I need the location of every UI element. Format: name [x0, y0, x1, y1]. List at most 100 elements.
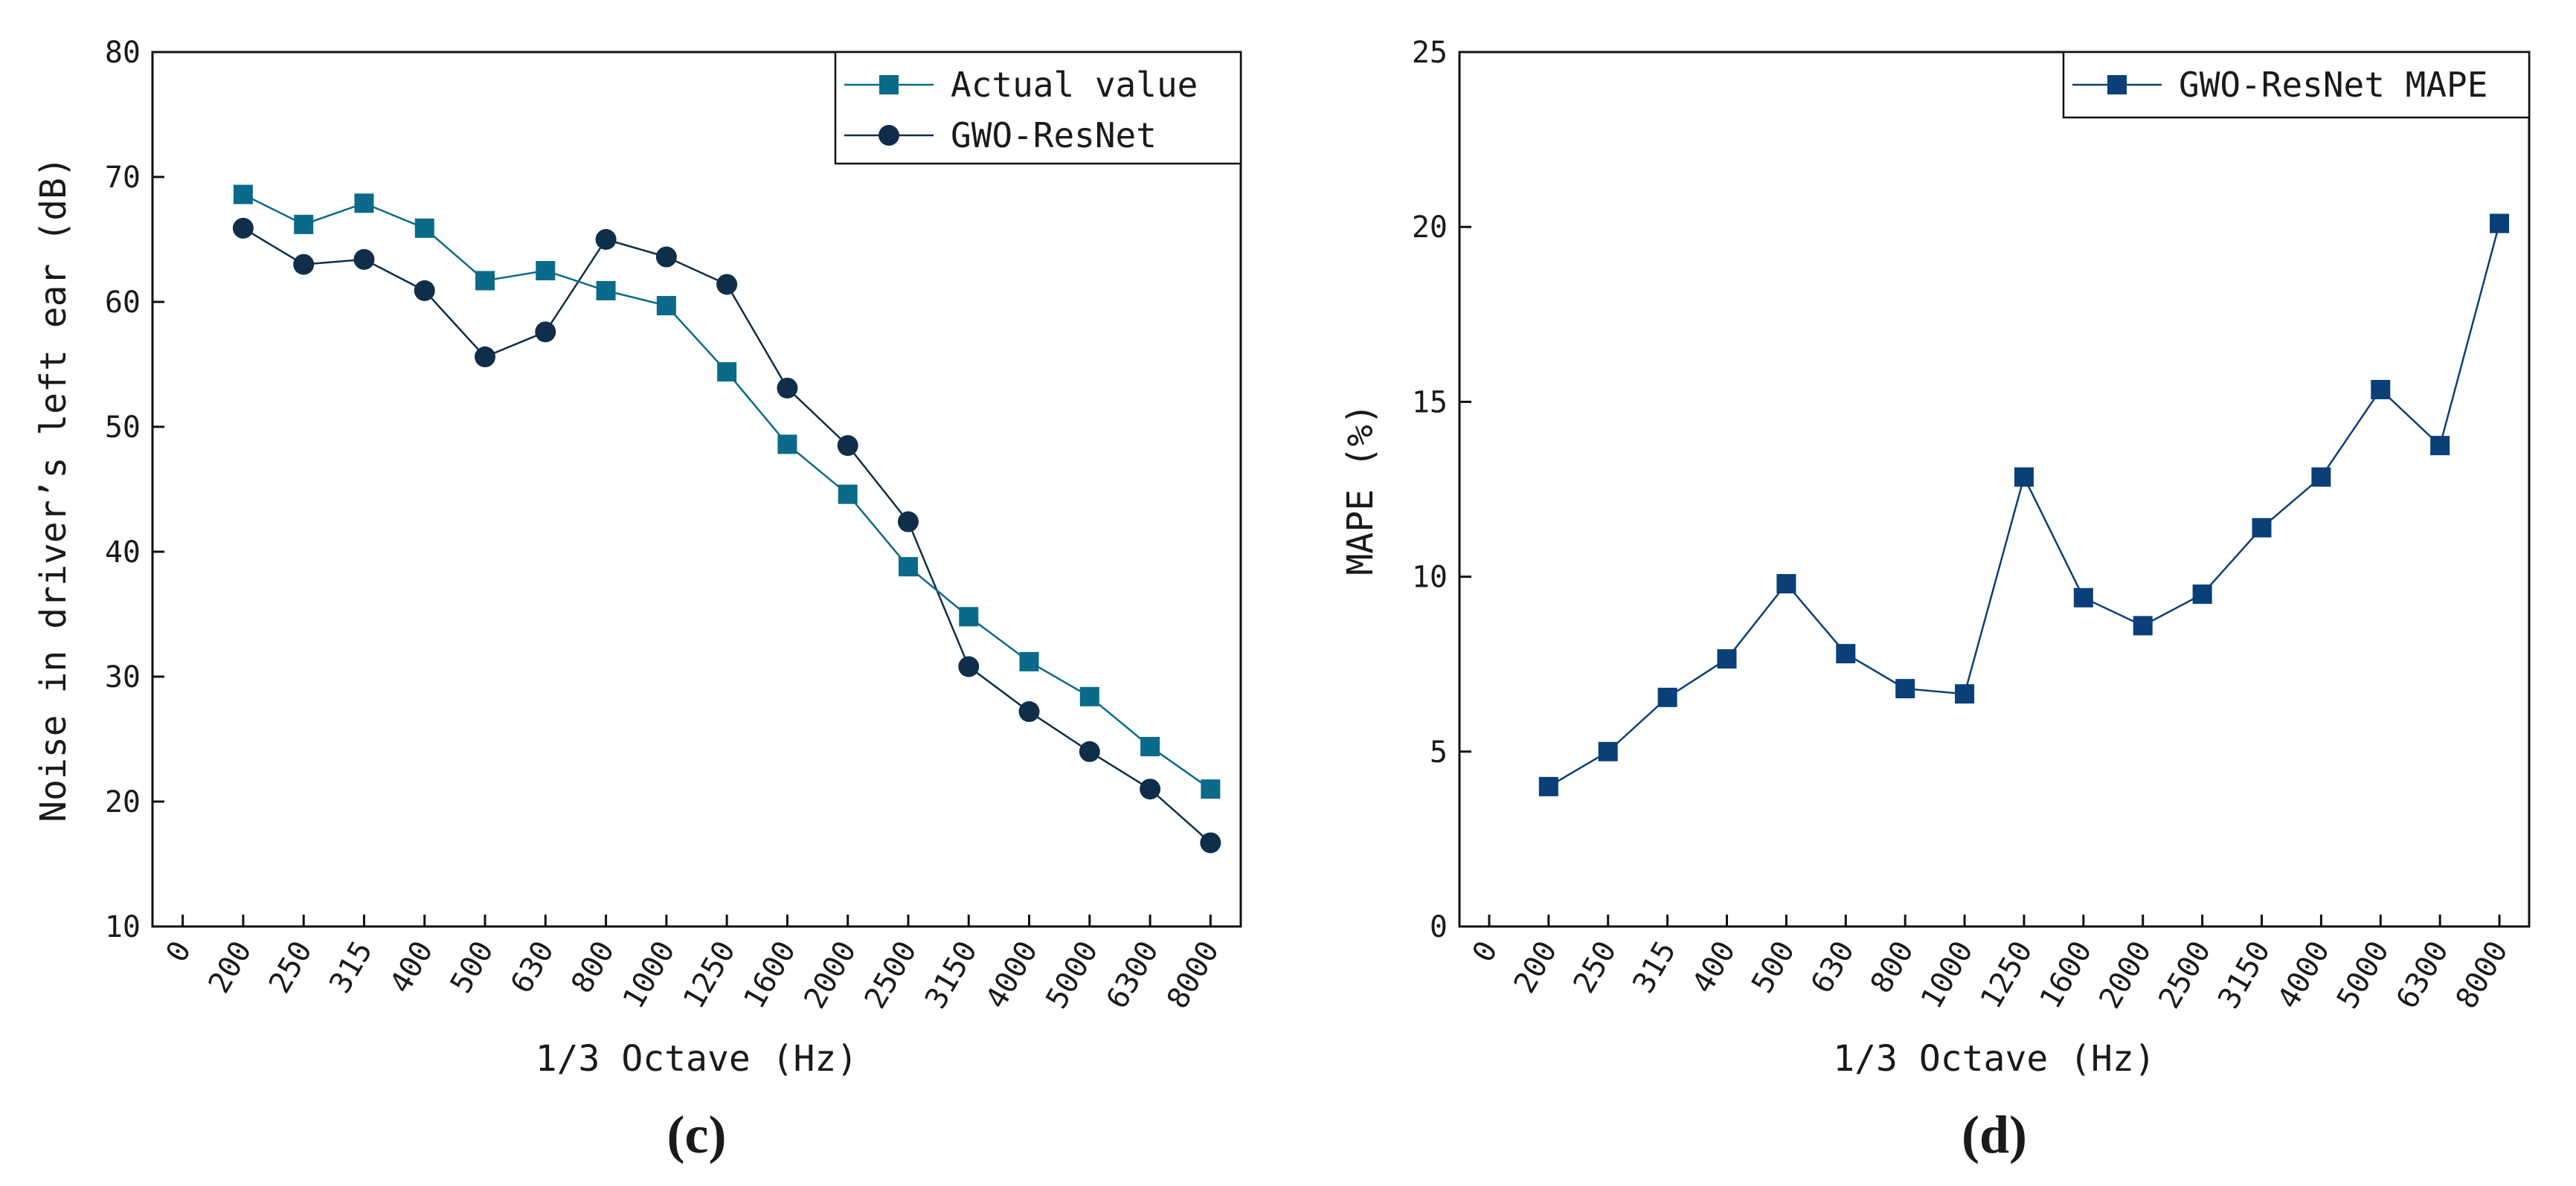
- y-tick-label: 80: [105, 36, 141, 70]
- data-point: [1955, 684, 1975, 704]
- y-tick-label: 70: [105, 161, 141, 195]
- data-point: [1598, 741, 1618, 761]
- plot-frame: [1458, 51, 2531, 928]
- data-point: [959, 607, 979, 627]
- data-point: [535, 321, 556, 343]
- y-tick-label: 10: [1412, 561, 1448, 595]
- data-point: [838, 484, 858, 504]
- y-tick-label: 25: [1412, 36, 1448, 70]
- data-point: [2371, 379, 2391, 399]
- y-axis-title: Noise in driver’s left ear (dB): [33, 156, 74, 822]
- data-point: [233, 184, 253, 204]
- x-tick-label: 8000: [2450, 935, 2515, 1014]
- x-tick-label: 2000: [2092, 935, 2158, 1014]
- x-axis-title: 1/3 Octave (Hz): [1833, 1038, 2155, 1080]
- x-tick-label: 1600: [2033, 935, 2098, 1014]
- data-point: [2192, 584, 2212, 605]
- data-point: [655, 246, 677, 268]
- data-point: [1836, 644, 1856, 664]
- series-line-gwo-resnet-mape: [1548, 223, 2501, 787]
- data-point: [1201, 779, 1221, 799]
- x-tick-label: 315: [1626, 935, 1683, 999]
- x-tick-label: 4000: [979, 935, 1044, 1014]
- x-tick-label: 500: [444, 935, 501, 999]
- data-point: [717, 362, 737, 382]
- plot-frame: [151, 51, 1242, 928]
- y-tick-label: 60: [105, 286, 141, 320]
- x-tick-label: 250: [263, 935, 319, 999]
- data-point: [536, 261, 556, 280]
- y-tick-label: 0: [1430, 910, 1448, 944]
- panel-label: (d): [1962, 1105, 2027, 1164]
- data-point: [2490, 213, 2510, 233]
- data-point: [777, 377, 798, 399]
- x-tick-label: 6300: [1100, 935, 1166, 1014]
- data-point: [475, 346, 496, 367]
- x-axis-title: 1/3 Octave (Hz): [536, 1038, 858, 1080]
- x-tick-label: 630: [504, 935, 561, 999]
- y-tick-label: 15: [1412, 385, 1448, 419]
- series-line-gwo-resnet: [242, 227, 1212, 844]
- y-tick-label: 50: [105, 410, 141, 445]
- data-point: [837, 435, 858, 457]
- data-point: [2252, 518, 2272, 538]
- data-point: [414, 218, 434, 238]
- data-point: [2073, 587, 2093, 607]
- x-tick-label: 1600: [737, 935, 803, 1014]
- data-point: [293, 254, 315, 275]
- x-tick-label: 1250: [677, 935, 742, 1014]
- x-tick-label: 400: [383, 935, 440, 999]
- data-point: [1200, 832, 1221, 854]
- x-tick-label: 2500: [2152, 935, 2217, 1014]
- data-point: [2014, 467, 2034, 487]
- legend: GWO-ResNet MAPE: [2062, 51, 2531, 119]
- x-tick-label: 2500: [858, 935, 924, 1014]
- x-tick-label: 5000: [2331, 935, 2396, 1014]
- data-point: [777, 434, 797, 454]
- data-point: [232, 217, 254, 239]
- data-point: [656, 296, 676, 316]
- x-tick-label: 8000: [1160, 935, 1226, 1014]
- x-tick-label: 500: [1745, 935, 1802, 999]
- data-point: [2311, 467, 2331, 487]
- data-point: [1776, 574, 1796, 594]
- x-tick-label: 200: [1508, 935, 1564, 999]
- legend-label: GWO-ResNet MAPE: [2179, 65, 2487, 105]
- y-tick-label: 20: [105, 785, 141, 819]
- data-point: [716, 274, 738, 295]
- data-point: [595, 229, 617, 250]
- data-point: [1140, 779, 1161, 800]
- data-point: [2133, 616, 2153, 636]
- y-tick-label: 40: [105, 535, 141, 570]
- y-tick-label: 20: [1412, 210, 1448, 245]
- x-tick-label: 800: [565, 935, 621, 999]
- legend-marker: [2107, 75, 2127, 94]
- data-point: [1657, 687, 1677, 707]
- panel-label: (c): [667, 1105, 727, 1164]
- data-point: [1019, 651, 1039, 671]
- y-tick-label: 30: [105, 660, 141, 694]
- y-tick-label: 5: [1430, 735, 1448, 770]
- x-tick-label: 5000: [1039, 935, 1105, 1014]
- legend-marker: [879, 75, 899, 94]
- y-axis-title: MAPE (%): [1340, 403, 1381, 575]
- data-point: [1018, 701, 1040, 723]
- data-point: [2430, 436, 2450, 456]
- data-point: [294, 214, 314, 234]
- data-point: [1538, 776, 1558, 796]
- data-point: [596, 280, 616, 300]
- legend-box: [834, 51, 1242, 165]
- x-tick-label: 3150: [919, 935, 984, 1014]
- legend-marker: [879, 125, 899, 146]
- x-tick-label: 250: [1567, 935, 1623, 999]
- legend-label: Actual value: [951, 65, 1198, 105]
- data-point: [898, 557, 918, 577]
- x-tick-label: 2000: [797, 935, 863, 1014]
- data-point: [354, 193, 374, 213]
- data-point: [414, 280, 435, 301]
- x-tick-label: 3150: [2212, 935, 2277, 1014]
- data-point: [958, 656, 980, 677]
